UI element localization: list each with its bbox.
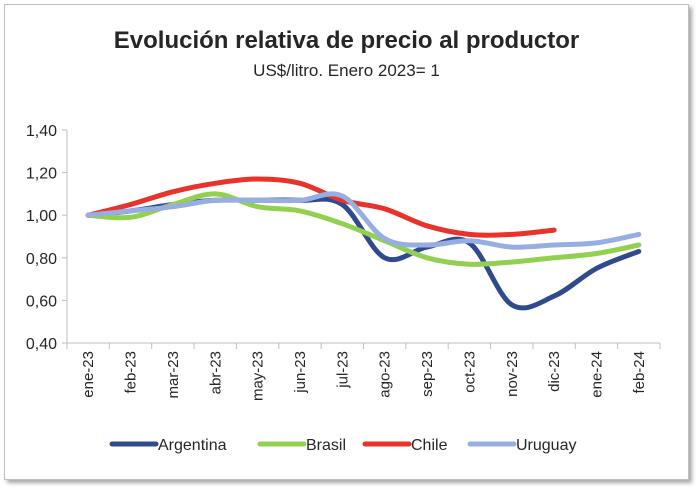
x-tick-label: jul-23 <box>334 351 351 389</box>
x-tick-label: ene-23 <box>80 351 97 398</box>
x-tick-label: sep-23 <box>419 351 436 397</box>
chart-subtitle: US$/litro. Enero 2023= 1 <box>253 61 440 80</box>
y-tick-label: 1,20 <box>26 166 57 183</box>
x-axis: ene-23 feb-23 mar-23 abr-23 may-23 jun-23 jul-… <box>66 342 661 401</box>
series-line-uruguay <box>85 191 642 250</box>
x-tick-label: nov-23 <box>504 351 521 397</box>
series-lines <box>85 176 642 311</box>
legend-label-argentina: Argentina <box>158 437 227 454</box>
x-tick-label: ago-23 <box>377 351 394 398</box>
legend-label-brasil: Brasil <box>306 437 346 454</box>
x-tick-label: jun-23 <box>292 351 309 394</box>
series-line-brasil <box>85 191 642 267</box>
chart-title: Evolución relativa de precio al producto… <box>113 27 580 54</box>
y-tick-label: 1,40 <box>26 123 57 140</box>
y-tick-label: 0,40 <box>26 336 57 353</box>
x-tick-label: mar-23 <box>165 351 182 399</box>
legend-label-chile: Chile <box>411 437 448 454</box>
y-tick-label: 0,60 <box>26 293 57 310</box>
y-tick-label: 0,80 <box>26 251 57 268</box>
y-axis: 0,40 0,60 0,80 1,00 1,20 1,40 <box>26 123 68 353</box>
x-tick-label: may-23 <box>250 351 267 401</box>
x-tick-label: feb-23 <box>123 351 140 394</box>
legend: Argentina Brasil Chile Uruguay <box>109 437 576 454</box>
legend-label-uruguay: Uruguay <box>516 437 576 454</box>
x-tick-label: ene-24 <box>588 351 605 398</box>
x-tick-label: feb-24 <box>631 351 648 394</box>
x-tick-label: oct-23 <box>461 351 478 393</box>
series-line-chile <box>85 176 557 238</box>
x-tick-label: dic-23 <box>546 351 563 392</box>
y-tick-label: 1,00 <box>26 208 57 225</box>
x-tick-label: abr-23 <box>207 351 224 394</box>
